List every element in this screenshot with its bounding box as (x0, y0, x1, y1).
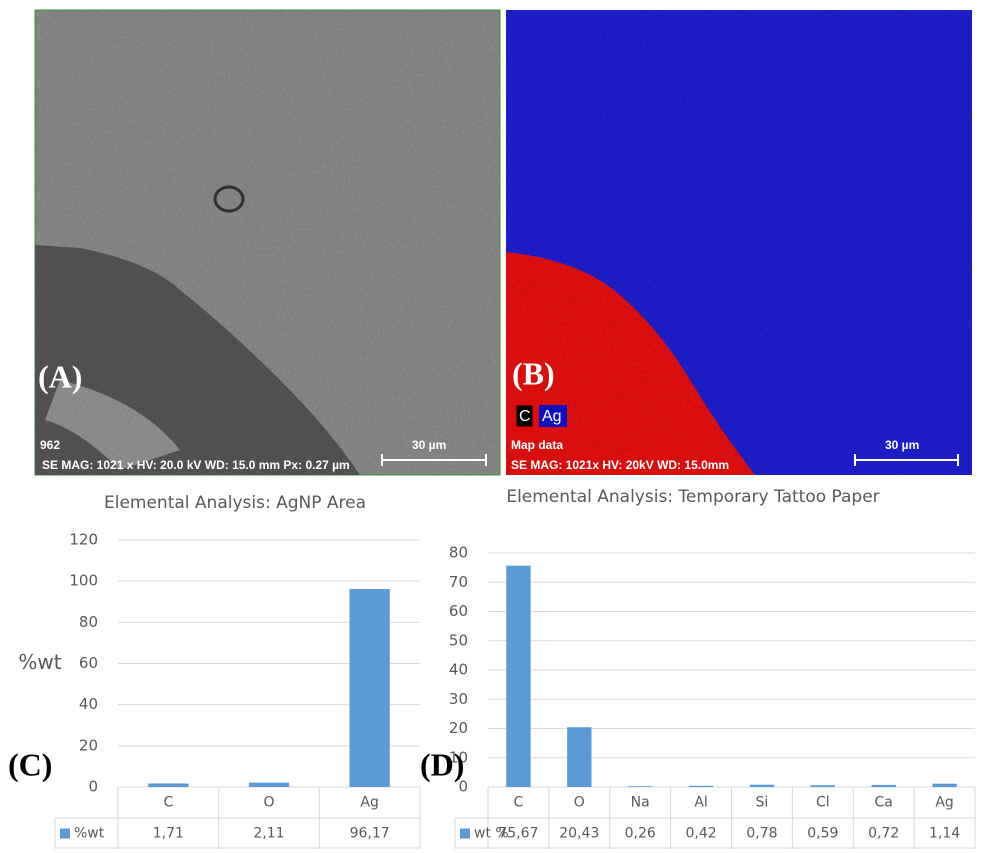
scale-label: 30 µm (885, 438, 919, 452)
table-value: 1,71 (153, 826, 184, 842)
table-value: 20,43 (559, 826, 599, 842)
x-tick-label: C (514, 795, 524, 811)
scale-label: 30 µm (412, 438, 446, 452)
panel-label: (A) (38, 358, 82, 394)
table-value: 2,11 (253, 826, 284, 842)
panel-label: (C) (8, 746, 52, 782)
y-tick-label: 40 (79, 695, 98, 713)
eds-map: (B) C Ag Map data 30 µm SE MAG: 1021x HV… (506, 10, 972, 475)
table-value: 1,14 (929, 826, 960, 842)
y-tick-label: 60 (449, 602, 468, 620)
panel-label: (B) (512, 355, 555, 391)
y-tick-label: 100 (69, 572, 98, 590)
x-tick-label: O (263, 795, 274, 811)
chart-title: Elemental Analysis: Temporary Tattoo Pap… (506, 487, 879, 507)
y-tick-label: 20 (79, 736, 98, 754)
y-tick-label: 30 (449, 690, 468, 708)
image-info: SE MAG: 1021 x HV: 20.0 kV WD: 15.0 mm P… (42, 458, 350, 472)
y-tick-label: 0 (88, 778, 98, 796)
bar (689, 786, 713, 787)
legend-label: %wt (74, 826, 105, 842)
table-value: 75,67 (498, 826, 538, 842)
bar (506, 566, 530, 787)
legend-swatch (60, 829, 70, 839)
x-tick-label: C (163, 795, 173, 811)
table-value: 0,72 (868, 826, 899, 842)
bar (628, 786, 652, 787)
y-tick-label: 50 (449, 631, 468, 649)
image-id: Map data (511, 438, 563, 452)
table-value: 0,59 (807, 826, 838, 842)
chart-title: Elemental Analysis: AgNP Area (104, 493, 366, 513)
y-tick-label: 80 (449, 544, 468, 562)
bar (932, 784, 956, 787)
y-tick-label: 60 (79, 654, 98, 672)
table-value: 0,78 (746, 826, 777, 842)
x-tick-label: Cl (816, 795, 830, 811)
y-tick-label: 80 (79, 613, 98, 631)
x-tick-label: Si (756, 795, 769, 811)
table-value: 0,26 (625, 826, 656, 842)
panel-label: (D) (420, 746, 464, 782)
x-tick-label: Ca (875, 795, 893, 811)
figure: (A) 962 30 µm SE MAG: 1021 x HV: 20.0 kV… (0, 0, 981, 849)
y-tick-label: 40 (449, 661, 468, 679)
x-tick-label: Na (631, 795, 650, 811)
legend-swatch (460, 829, 470, 839)
image-id: 962 (40, 438, 60, 452)
bar (148, 783, 188, 787)
y-tick-label: 20 (449, 719, 468, 737)
bar (350, 589, 390, 787)
legend-label: Ag (542, 408, 562, 425)
y-tick-label: 70 (449, 573, 468, 591)
x-tick-label: Ag (360, 795, 378, 811)
x-tick-label: O (574, 795, 585, 811)
bar (872, 785, 896, 787)
image-info: SE MAG: 1021x HV: 20kV WD: 15.0mm (511, 458, 729, 472)
y-tick-label: 120 (69, 531, 98, 549)
y-axis-label: %wt (18, 650, 61, 674)
bar (249, 783, 289, 787)
x-tick-label: Ag (935, 795, 953, 811)
legend-label: C (519, 408, 531, 425)
bar (750, 785, 774, 787)
x-tick-label: Al (694, 795, 707, 811)
bar (811, 785, 835, 787)
sem-image: (A) 962 30 µm SE MAG: 1021 x HV: 20.0 kV… (35, 10, 500, 475)
bar (567, 727, 591, 787)
page: {"panels": [ {"label": "(A)", "id_text":… (0, 0, 981, 849)
table-value: 0,42 (685, 826, 716, 842)
table-value: 96,17 (350, 826, 390, 842)
